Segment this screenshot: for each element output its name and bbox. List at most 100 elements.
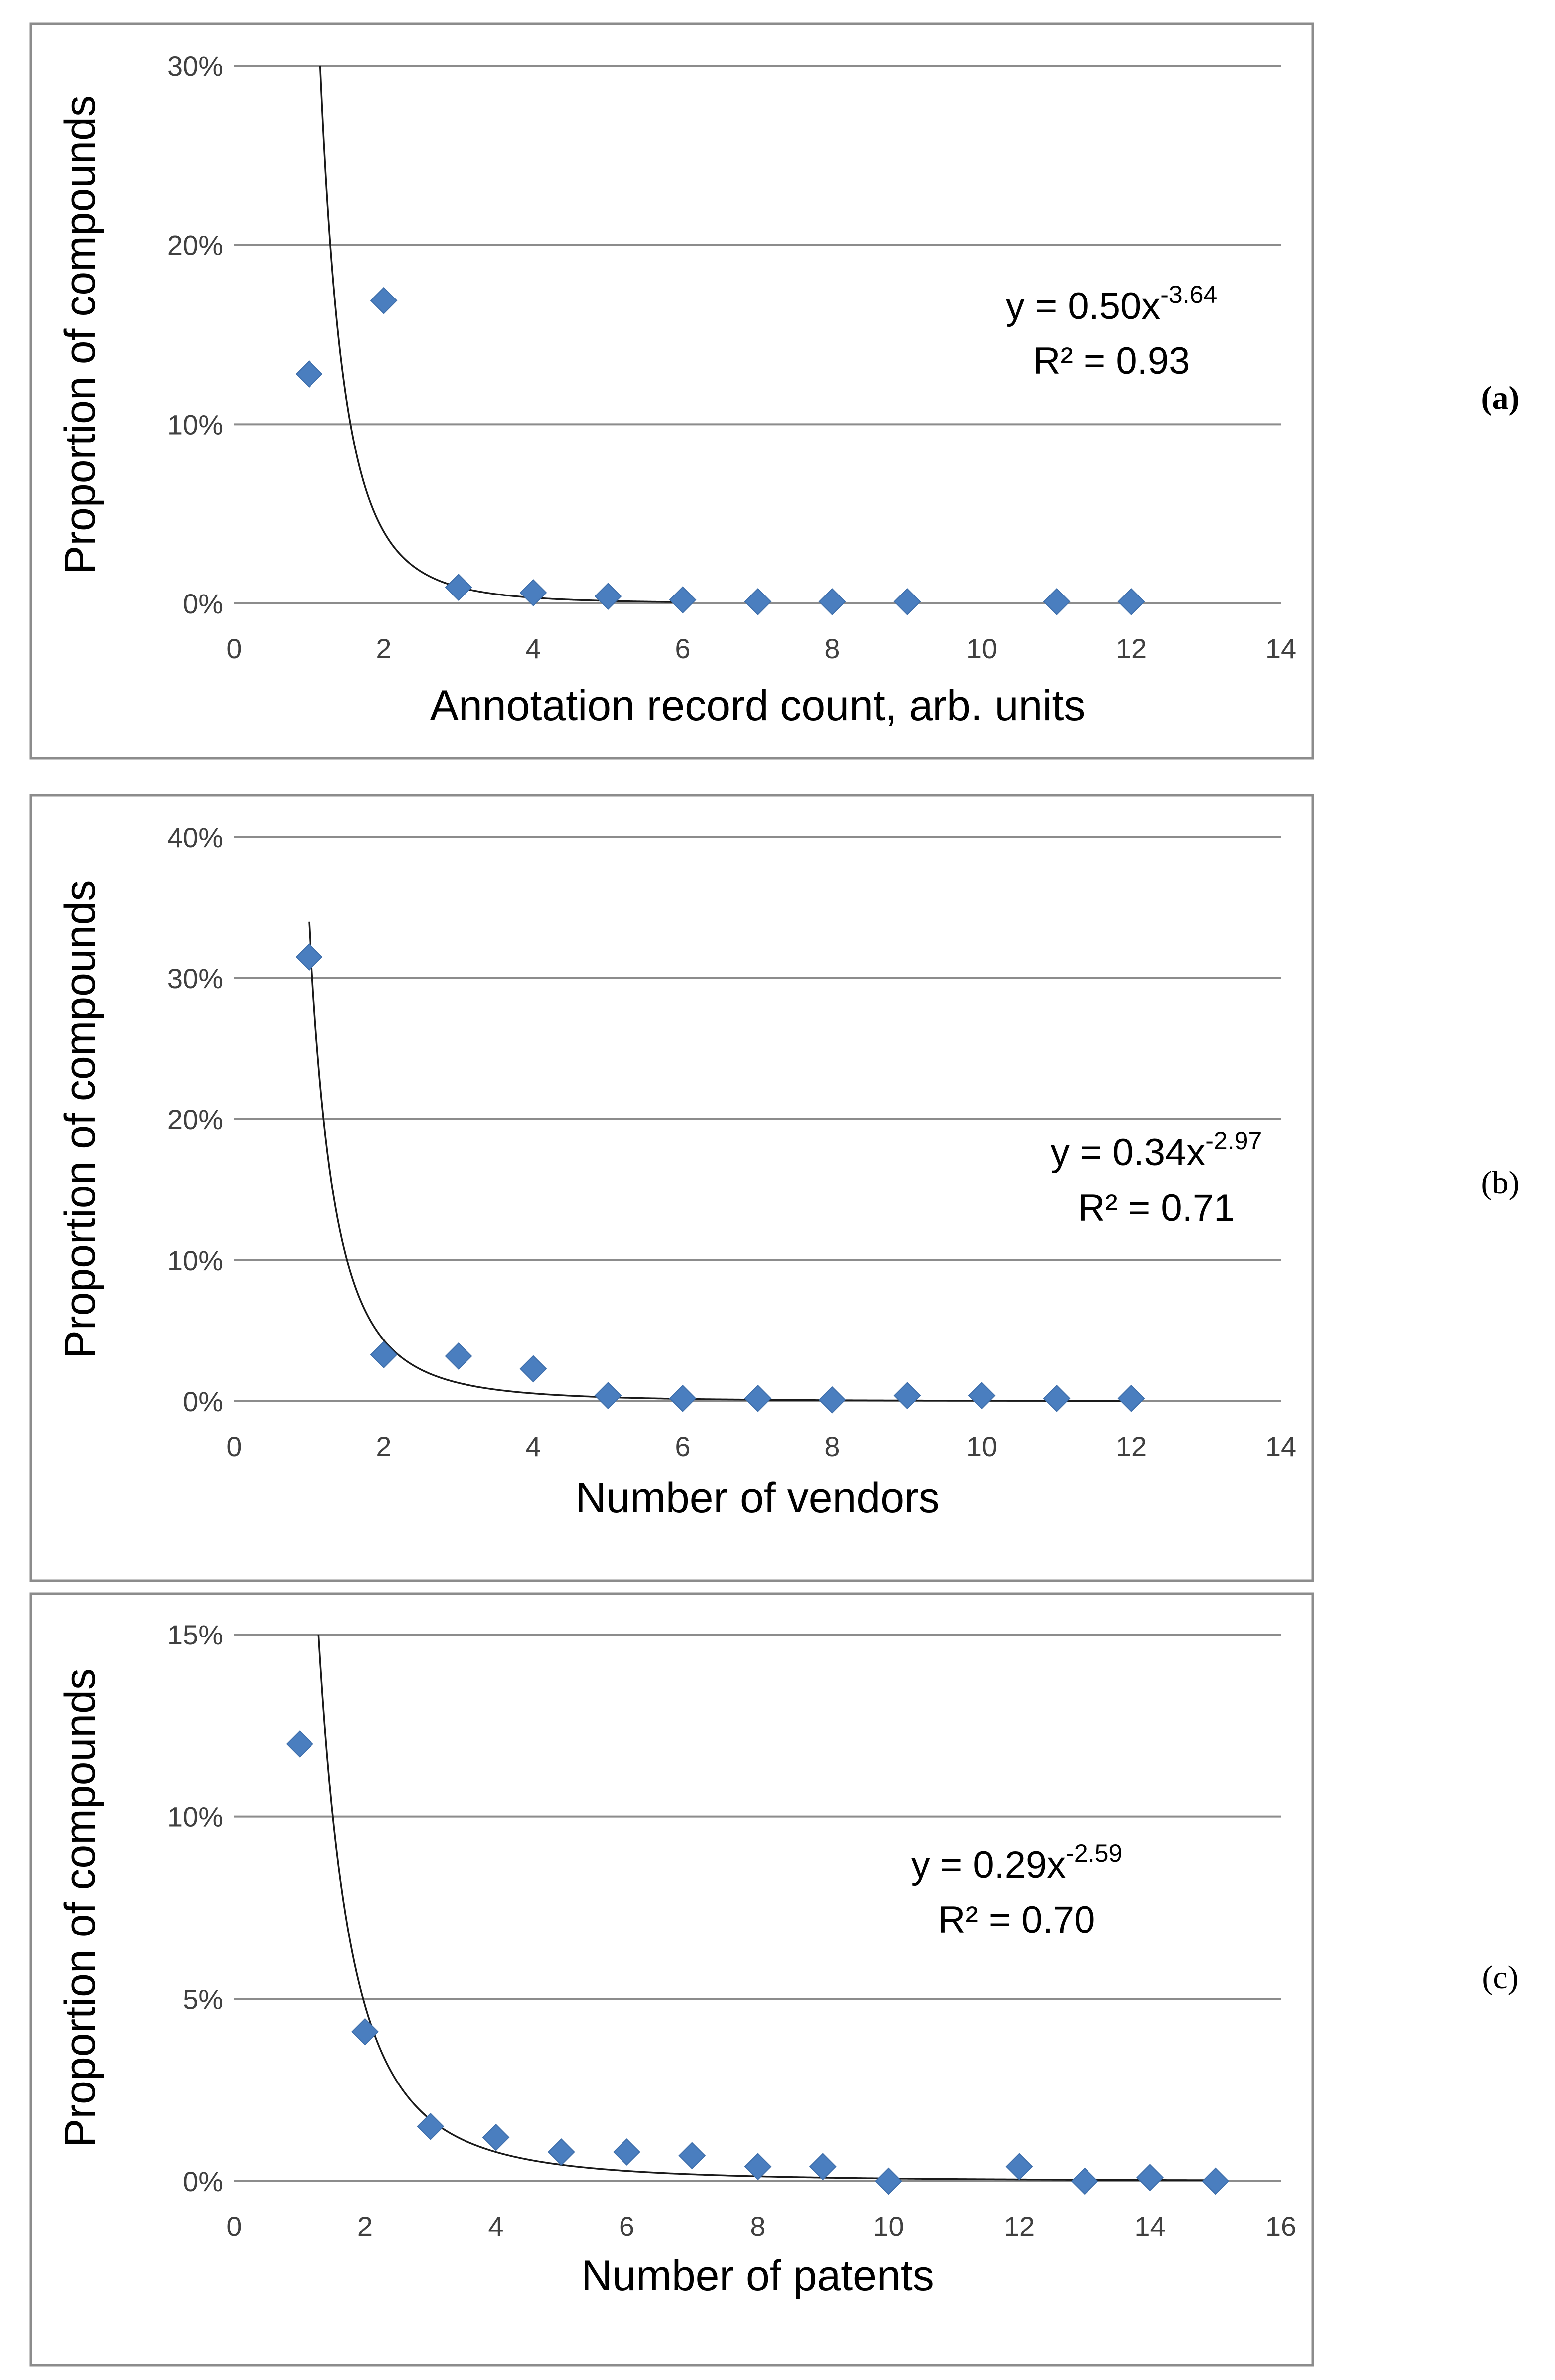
panel-label: (c) (1482, 1959, 1518, 1996)
x-tick-label: 10 (966, 633, 997, 664)
x-tick-label: 12 (1116, 633, 1147, 664)
r-squared: R² = 0.71 (1078, 1187, 1235, 1229)
data-point (547, 2138, 575, 2166)
data-point (818, 1386, 846, 1414)
x-tick-label: 14 (1265, 633, 1296, 664)
y-tick-label: 20% (167, 230, 223, 261)
data-point (1043, 588, 1071, 615)
data-point (744, 588, 772, 615)
x-tick-label: 6 (619, 2211, 634, 2242)
data-point (594, 583, 622, 610)
data-point (1117, 1384, 1145, 1412)
data-point (482, 2123, 510, 2151)
x-tick-label: 8 (824, 633, 840, 664)
trendline (308, 921, 1131, 1402)
x-tick-label: 10 (966, 1431, 997, 1462)
x-tick-label: 4 (525, 633, 541, 664)
data-point (295, 943, 323, 971)
x-tick-label: 12 (1116, 1431, 1147, 1462)
y-tick-label: 0% (183, 588, 223, 619)
data-point (445, 1342, 472, 1370)
r-squared: R² = 0.70 (938, 1899, 1095, 1941)
panel-frame (29, 1592, 1314, 2367)
x-tick-label: 8 (824, 1431, 840, 1462)
data-point (1005, 2153, 1033, 2181)
r-squared: R² = 0.93 (1033, 340, 1190, 382)
y-axis-label: Proportion of compounds (56, 1668, 104, 2147)
x-axis-label: Annotation record count, arb. units (430, 682, 1086, 730)
y-tick-label: 5% (183, 1983, 223, 2015)
data-point (669, 586, 697, 614)
x-tick-label: 0 (226, 1431, 242, 1462)
x-tick-label: 6 (675, 1431, 690, 1462)
trendline-equation: y = 0.50x-3.64 (1006, 281, 1218, 327)
x-tick-label: 4 (525, 1431, 541, 1462)
x-tick-label: 2 (376, 1431, 391, 1462)
data-point (893, 588, 921, 615)
chart-panel: 0% 10% 20% 30% 40% 0 2 4 6 8 10 12 14 Number of vendo… (29, 794, 1520, 1582)
x-tick-label: 16 (1265, 2211, 1296, 2242)
y-tick-label: 40% (167, 822, 223, 853)
x-axis-label: Number of vendors (575, 1474, 939, 1522)
panel-frame (29, 794, 1314, 1582)
x-tick-label: 6 (675, 633, 690, 664)
y-tick-label: 0% (183, 1386, 223, 1417)
chart-panel: 0% 10% 20% 30% 0 2 4 6 8 10 12 14 Annotation record … (29, 22, 1520, 760)
data-point (968, 1382, 996, 1410)
x-tick-label: 4 (488, 2211, 503, 2242)
trendline-equation: y = 0.34x-2.97 (1051, 1127, 1262, 1174)
x-tick-label: 0 (226, 633, 242, 664)
data-point (351, 2018, 379, 2046)
y-tick-label: 20% (167, 1104, 223, 1135)
data-point (519, 1355, 547, 1383)
data-point (1117, 588, 1145, 615)
data-point (370, 1341, 398, 1369)
data-point (669, 1384, 697, 1412)
x-axis-label: Number of patents (581, 2252, 933, 2300)
panel-frame (29, 22, 1314, 760)
data-point (1071, 2167, 1098, 2195)
y-tick-label: 10% (167, 1801, 223, 1833)
y-tick-label: 10% (167, 409, 223, 440)
data-point (1043, 1384, 1071, 1412)
chart-panel: 0% 5% 10% 15% 0 2 4 6 8 10 12 14 16 Number of patents… (29, 1592, 1519, 2367)
y-tick-label: 10% (167, 1245, 223, 1276)
trendline-equation: y = 0.29x-2.59 (911, 1839, 1123, 1886)
data-point (1136, 2164, 1164, 2192)
data-point (809, 2153, 837, 2181)
trendline (319, 65, 683, 603)
y-tick-label: 30% (167, 963, 223, 994)
trendline (317, 1634, 1216, 2181)
data-point (875, 2167, 902, 2195)
data-point (744, 1384, 772, 1412)
x-tick-label: 12 (1004, 2211, 1035, 2242)
x-tick-label: 2 (376, 633, 391, 664)
data-point (1202, 2167, 1230, 2195)
x-tick-label: 2 (357, 2211, 373, 2242)
y-tick-label: 30% (167, 50, 223, 82)
panel-label: (b) (1481, 1165, 1520, 1201)
x-tick-label: 8 (750, 2211, 765, 2242)
data-point (678, 2142, 706, 2170)
y-tick-label: 0% (183, 2166, 223, 2197)
data-point (818, 588, 846, 615)
y-axis-label: Proportion of compounds (56, 95, 104, 574)
x-tick-label: 14 (1265, 1431, 1296, 1462)
y-tick-label: 15% (167, 1619, 223, 1650)
data-point (519, 579, 547, 606)
data-point (295, 360, 323, 388)
x-tick-label: 14 (1134, 2211, 1165, 2242)
data-point (370, 287, 398, 314)
data-point (286, 1730, 313, 1758)
data-point (594, 1382, 622, 1410)
panel-label: (a) (1481, 380, 1520, 416)
data-point (445, 574, 472, 601)
y-axis-label: Proportion of compounds (56, 880, 104, 1359)
data-point (613, 2138, 640, 2166)
data-point (417, 2112, 445, 2140)
x-tick-label: 0 (226, 2211, 242, 2242)
x-tick-label: 10 (873, 2211, 904, 2242)
data-point (893, 1382, 921, 1410)
data-point (744, 2153, 772, 2181)
